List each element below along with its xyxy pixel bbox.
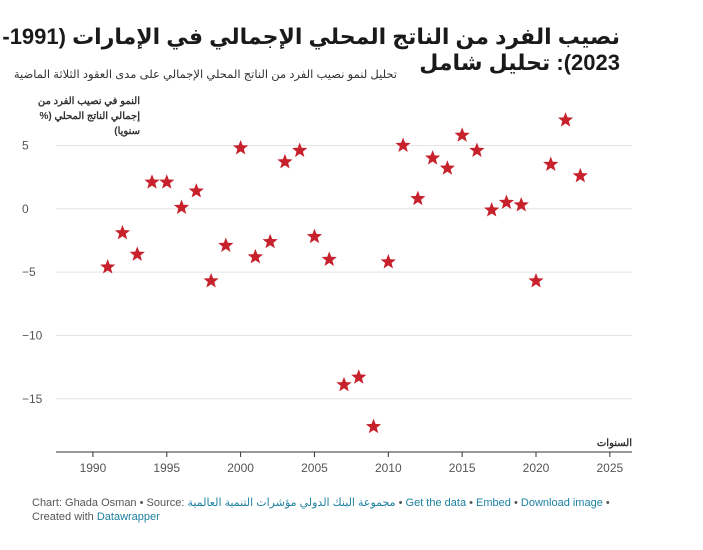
x-tick-label: 1990	[80, 461, 107, 475]
data-point-star	[498, 194, 515, 209]
y-tick-label: 5	[22, 138, 29, 152]
data-point-star	[365, 418, 382, 434]
data-point-star	[306, 228, 323, 244]
data-point-star	[292, 142, 308, 158]
data-point-star	[218, 237, 234, 253]
x-tick-label: 2015	[449, 461, 476, 475]
data-point-star	[469, 142, 485, 158]
data-point-star	[454, 127, 470, 142]
data-point-star	[410, 190, 426, 206]
download-image-link[interactable]: Download image	[520, 497, 603, 509]
y-tick-label: −10	[22, 328, 43, 342]
scatter-chart: 5 0 −5 −10 −15 1990 1995 2000 2005 2010 2015 2020 20…	[22, 96, 632, 475]
x-tick-label: 2025	[596, 461, 623, 475]
data-point-star	[572, 167, 588, 183]
data-point-star	[557, 112, 574, 127]
embed-link[interactable]: Embed	[476, 497, 511, 509]
created-with-text: Created with	[32, 511, 94, 523]
x-tick-label: 1995	[153, 461, 180, 475]
data-point-star	[439, 160, 455, 175]
x-tick-label: 2005	[301, 461, 328, 475]
data-point-star	[203, 273, 219, 288]
x-tick-label: 2020	[523, 461, 550, 475]
y-axis-label: النمو في نصيب الفرد من إجمالي الناتج المح…	[38, 96, 140, 137]
data-point-star	[277, 153, 293, 169]
chart-footer: Chart: Ghada Osman • Source: مجموعة البن…	[32, 497, 610, 523]
data-point-star	[380, 254, 396, 269]
data-point-star	[543, 156, 559, 171]
data-point-star	[247, 248, 263, 264]
data-point-star	[100, 259, 116, 274]
data-point-star	[513, 197, 529, 212]
y-tick-label: −15	[22, 392, 43, 406]
y-tick-label: 0	[22, 202, 29, 216]
get-data-link[interactable]: Get the data	[405, 497, 467, 509]
x-axis-label: السنوات	[597, 438, 632, 449]
chart-title: نصيب الفرد من الناتج المحلي الإجمالي في …	[2, 24, 620, 75]
data-point-star	[484, 202, 500, 217]
data-point-star	[233, 140, 249, 155]
data-point-star	[159, 174, 175, 189]
data-point-star	[351, 369, 367, 384]
x-tick-label: 2010	[375, 461, 402, 475]
chart-credit: Chart: Ghada Osman	[32, 497, 137, 509]
y-tick-label: −5	[22, 265, 36, 279]
chart-subtitle: تحليل لنمو نصيب الفرد من الناتج المحلي ا…	[13, 69, 397, 81]
data-point-star	[188, 183, 204, 198]
source-link[interactable]: مجموعة البنك الدولي مؤشرات التنمية العال…	[187, 497, 396, 509]
data-point-star	[114, 224, 131, 240]
data-point-star	[395, 137, 411, 152]
source-label: Source:	[146, 497, 185, 509]
data-point-star	[528, 273, 544, 288]
data-point-star	[129, 246, 145, 261]
x-tick-label: 2000	[227, 461, 254, 475]
data-point-star	[321, 251, 337, 266]
data-point-star	[336, 376, 352, 392]
datawrapper-link[interactable]: Datawrapper	[96, 511, 160, 523]
data-point-star	[144, 174, 160, 189]
data-point-star	[173, 199, 190, 215]
data-point-star	[262, 233, 278, 249]
data-point-star	[425, 150, 441, 165]
